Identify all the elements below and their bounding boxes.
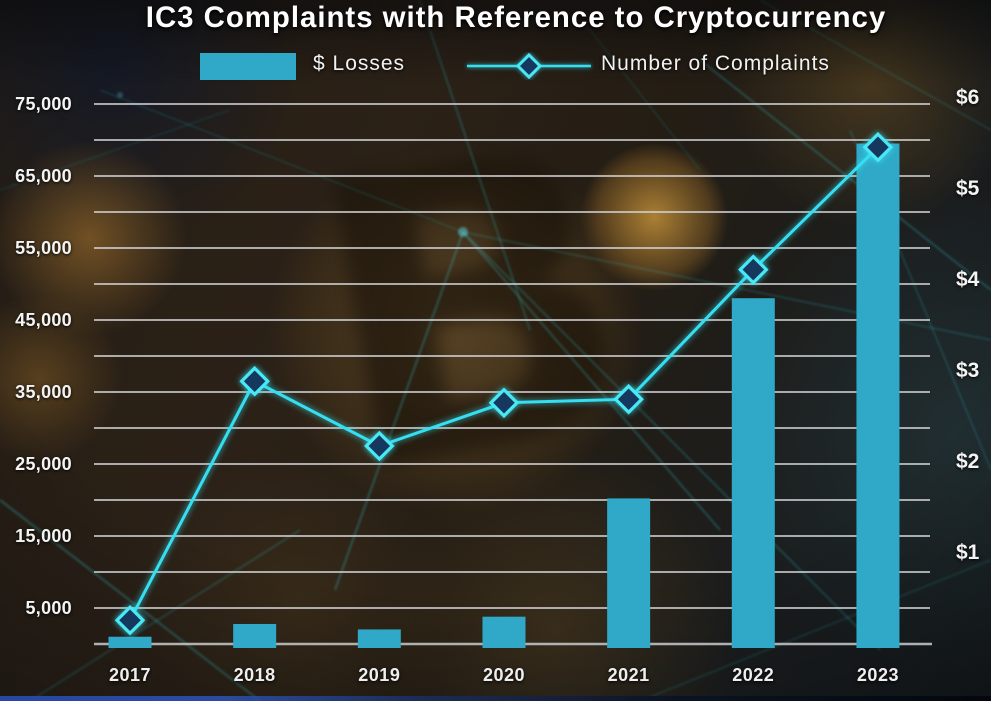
left-axis-tick-5,000: 5,000 xyxy=(25,598,72,618)
x-axis-label-2023: 2023 xyxy=(856,665,899,685)
loss-bar-2019 xyxy=(357,629,401,648)
complaints-legend-label: Number of Complaints xyxy=(601,52,830,75)
complaints-marker-2023 xyxy=(862,131,894,163)
right-axis-tick-$3: $3 xyxy=(956,359,980,382)
complaints-legend-marker xyxy=(467,52,591,80)
complaints-marker-2021 xyxy=(613,383,644,415)
complaints-marker-2019 xyxy=(364,430,395,462)
x-axis-label-2017: 2017 xyxy=(108,665,152,685)
complaints-marker-2017 xyxy=(114,604,146,636)
left-axis-tick-55,000: 55,000 xyxy=(15,238,72,258)
left-axis-tick-25,000: 25,000 xyxy=(15,454,72,474)
complaints-marker-2020 xyxy=(488,387,520,419)
left-axis-tick-65,000: 65,000 xyxy=(15,166,72,186)
losses-legend-swatch xyxy=(200,53,296,80)
chart-title: IC3 Complaints with Reference to Cryptoc… xyxy=(145,1,887,34)
losses-legend-label: $ Losses xyxy=(313,52,406,75)
right-axis-tick-$5: $5 xyxy=(956,177,980,200)
loss-bar-2018 xyxy=(233,623,277,648)
left-axis-tick-15,000: 15,000 xyxy=(15,526,72,546)
complaints-marker-2018 xyxy=(239,365,270,397)
x-axis-label-2021: 2021 xyxy=(607,665,650,685)
loss-bar-2021 xyxy=(607,498,651,648)
left-axis-tick-45,000: 45,000 xyxy=(15,310,72,330)
right-axis-tick-$4: $4 xyxy=(956,268,980,291)
right-axis-tick-$2: $2 xyxy=(956,450,980,473)
x-axis-label-2018: 2018 xyxy=(233,665,276,685)
bottom-accent-strip xyxy=(0,696,991,701)
x-axis-label-2020: 2020 xyxy=(482,665,525,685)
left-axis-tick-35,000: 35,000 xyxy=(15,382,72,402)
loss-bar-2022 xyxy=(731,298,775,648)
x-axis-label-2022: 2022 xyxy=(732,665,775,685)
loss-bar-2020 xyxy=(482,616,526,648)
right-axis-tick-$6: $6 xyxy=(956,86,980,109)
loss-bar-2017 xyxy=(108,636,152,648)
right-axis-tick-$1: $1 xyxy=(956,541,980,564)
x-axis-label-2019: 2019 xyxy=(358,665,401,685)
loss-bar-2023 xyxy=(856,143,900,648)
left-axis-tick-75,000: 75,000 xyxy=(15,94,72,114)
complaints-marker-2022 xyxy=(738,254,769,285)
